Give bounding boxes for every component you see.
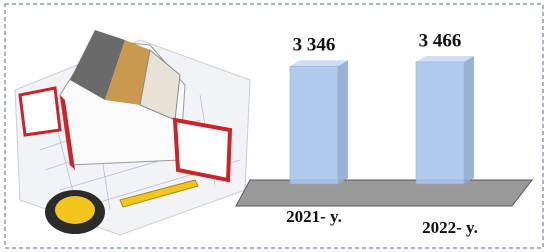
chart: 3 346 2021- y. 3 466 2022- y. <box>0 0 548 252</box>
platform <box>236 180 532 206</box>
bar-side <box>338 60 348 184</box>
bar <box>416 62 464 184</box>
bar-side <box>464 56 474 184</box>
bar-top <box>416 56 474 62</box>
floor-plan <box>20 88 60 135</box>
bar <box>290 66 338 184</box>
data-label: 3 466 <box>419 30 462 51</box>
x-tick-label: 2022- y. <box>422 218 478 237</box>
data-label: 3 346 <box>293 35 336 56</box>
bar-top <box>290 60 348 66</box>
tape-measure <box>55 196 95 224</box>
x-tick-label: 2021- y. <box>286 207 342 226</box>
floor-plan <box>175 120 230 180</box>
